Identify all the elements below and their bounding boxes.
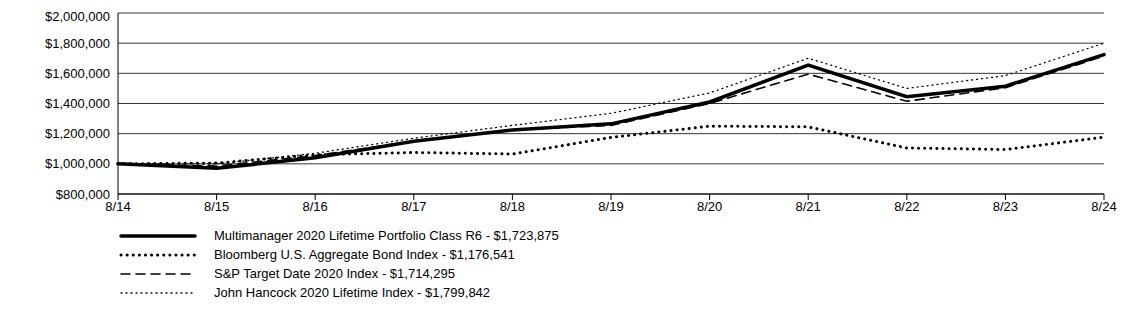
svg-text:$1,200,000: $1,200,000	[45, 126, 110, 141]
svg-text:8/19: 8/19	[598, 199, 623, 214]
html-text:Multimanager 2020 Lifetime Por: Multimanager 2020 Lifetime Portfolio Cla…	[214, 228, 559, 243]
svg-text:8/18: 8/18	[500, 199, 525, 214]
svg-text:$2,000,000: $2,000,000	[45, 9, 110, 24]
svg-text:8/15: 8/15	[204, 199, 229, 214]
svg-text:$1,000,000: $1,000,000	[45, 156, 110, 171]
svg-text:8/23: 8/23	[993, 199, 1018, 214]
html-text:John Hancock 2020 Lifetime Ind: John Hancock 2020 Lifetime Index - $1,79…	[214, 285, 491, 300]
svg-text:8/22: 8/22	[894, 199, 919, 214]
svg-text:$800,000: $800,000	[56, 187, 110, 202]
html-text:Bloomberg U.S. Aggregate Bond: Bloomberg U.S. Aggregate Bond Index - $1…	[214, 247, 515, 262]
svg-text:8/14: 8/14	[105, 199, 131, 215]
svg-text:8/21: 8/21	[796, 199, 821, 214]
html-text:S&P Target Date 2020 Index - $: S&P Target Date 2020 Index - $1,714,295	[214, 266, 455, 281]
svg-text:$1,600,000: $1,600,000	[45, 66, 110, 81]
svg-text:8/20: 8/20	[697, 199, 722, 214]
svg-text:8/16: 8/16	[303, 199, 328, 214]
svg-text:$1,400,000: $1,400,000	[45, 96, 110, 111]
svg-text:8/17: 8/17	[401, 199, 426, 214]
svg-text:8/24: 8/24	[1091, 199, 1116, 214]
svg-text:$1,800,000: $1,800,000	[45, 36, 110, 51]
